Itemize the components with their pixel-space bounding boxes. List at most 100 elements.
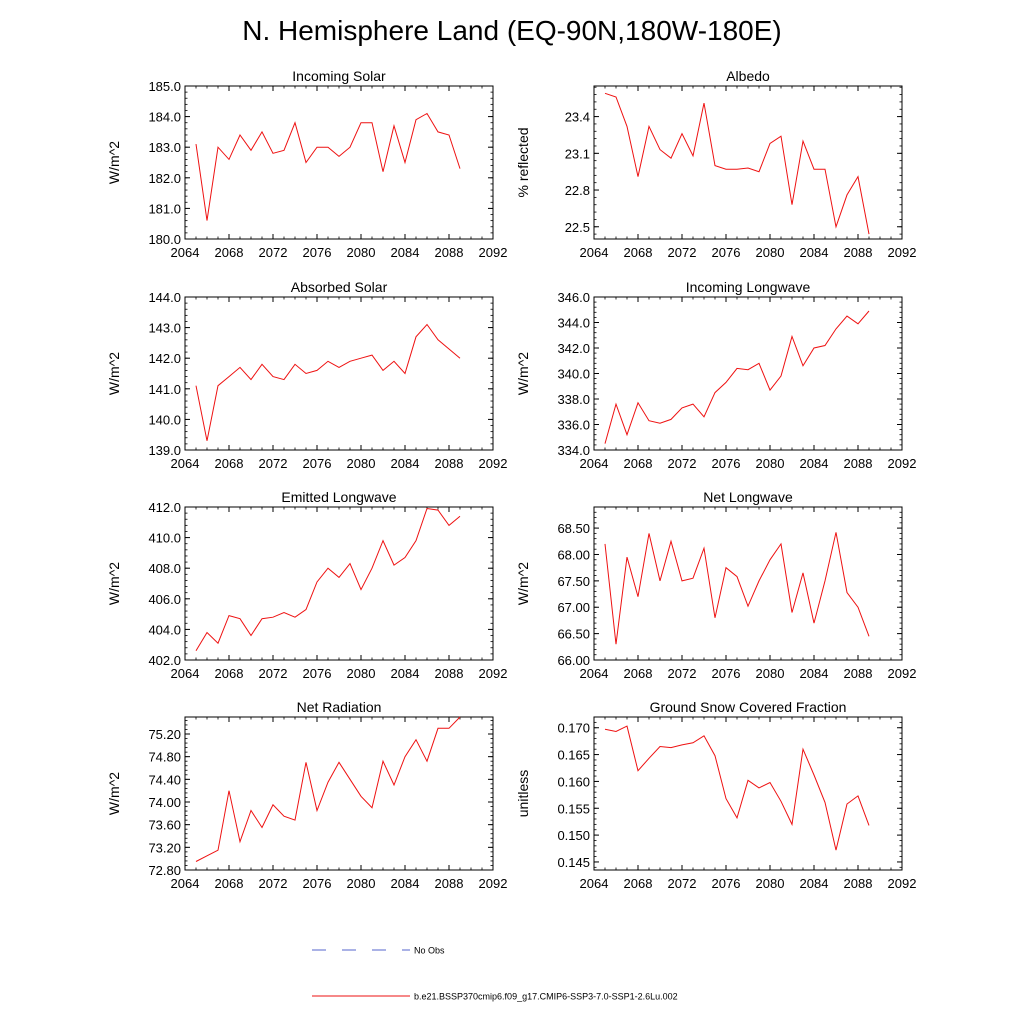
chart-title: Net Longwave: [703, 489, 793, 505]
y-tick-label: 0.145: [557, 855, 590, 870]
y-tick-label: 144.0: [148, 290, 181, 305]
x-tick-label: 2072: [259, 876, 288, 891]
x-tick-label: 2076: [712, 876, 741, 891]
y-tick-label: 412.0: [148, 500, 181, 515]
x-tick-label: 2064: [171, 666, 200, 681]
y-tick-label: 410.0: [148, 531, 181, 546]
y-tick-label: 142.0: [148, 351, 181, 366]
chart-title: Ground Snow Covered Fraction: [650, 699, 847, 715]
plot-frame: [184, 716, 494, 871]
y-tick-label: 143.0: [148, 321, 181, 336]
x-tick-label: 2092: [479, 666, 508, 681]
x-tick-label: 2072: [668, 666, 697, 681]
x-tick-label: 2084: [391, 245, 420, 260]
chart-panel: Incoming Longwave W/m^2 2064 2068 2072 2076 20…: [515, 279, 916, 471]
x-tick-label: 2088: [435, 876, 464, 891]
x-tick-label: 2068: [215, 876, 244, 891]
y-tick-label: 23.1: [565, 146, 590, 161]
x-tick-label: 2092: [888, 456, 917, 471]
y-tick-label: 0.155: [557, 801, 590, 816]
y-tick-label: 0.165: [557, 748, 590, 763]
x-tick-label: 2092: [479, 245, 508, 260]
x-tick-label: 2068: [215, 245, 244, 260]
x-tick-label: 2084: [391, 666, 420, 681]
x-tick-label: 2072: [259, 245, 288, 260]
y-axis-label: W/m^2: [106, 562, 122, 605]
y-tick-label: 342.0: [557, 341, 590, 356]
y-tick-label: 74.80: [148, 750, 181, 765]
y-axis-label: W/m^2: [106, 141, 122, 184]
y-tick-label: 346.0: [557, 290, 590, 305]
x-tick-label: 2080: [347, 666, 376, 681]
x-tick-label: 2076: [303, 666, 332, 681]
x-tick-label: 2076: [712, 456, 741, 471]
series-line: [604, 725, 870, 851]
y-axis-label: W/m^2: [106, 352, 122, 395]
y-tick-label: 139.0: [148, 443, 181, 458]
chart-panel: Net Longwave W/m^2 2064 2068 2072 2076 2080 208…: [515, 489, 916, 681]
x-tick-label: 2064: [171, 876, 200, 891]
x-tick-label: 2064: [171, 245, 200, 260]
y-tick-label: 66.50: [557, 627, 590, 642]
panels: Incoming Solar W/m^2 2064 2068 2072 2076 2080 2…: [106, 68, 916, 891]
series-line: [195, 112, 461, 221]
x-tick-label: 2076: [303, 456, 332, 471]
x-tick-label: 2064: [580, 666, 609, 681]
y-tick-label: 340.0: [557, 367, 590, 382]
y-tick-label: 184.0: [148, 110, 181, 125]
plot-frame: [184, 85, 494, 240]
y-tick-label: 338.0: [557, 392, 590, 407]
y-tick-label: 140.0: [148, 412, 181, 427]
x-tick-label: 2068: [215, 666, 244, 681]
legend-obs-label: No Obs: [414, 946, 445, 956]
y-tick-label: 344.0: [557, 316, 590, 331]
x-tick-label: 2092: [888, 245, 917, 260]
x-tick-label: 2064: [580, 245, 609, 260]
y-tick-label: 22.8: [565, 183, 590, 198]
chart-title: Incoming Solar: [292, 68, 386, 84]
chart-panel: Absorbed Solar W/m^2 2064 2068 2072 2076 2080 2…: [106, 279, 507, 471]
y-tick-label: 68.50: [557, 521, 590, 536]
x-tick-label: 2080: [347, 876, 376, 891]
x-tick-label: 2068: [624, 456, 653, 471]
x-tick-label: 2088: [844, 245, 873, 260]
y-tick-label: 72.80: [148, 863, 181, 878]
y-tick-label: 183.0: [148, 140, 181, 155]
plot-frame: [184, 506, 494, 661]
y-tick-label: 182.0: [148, 171, 181, 186]
x-tick-label: 2092: [479, 876, 508, 891]
x-tick-label: 2064: [580, 876, 609, 891]
y-tick-label: 336.0: [557, 418, 590, 433]
plot-frame: [593, 296, 903, 451]
y-tick-label: 404.0: [148, 622, 181, 637]
x-tick-label: 2076: [303, 245, 332, 260]
series-line: [195, 323, 461, 441]
chart-title: Emitted Longwave: [281, 489, 396, 505]
x-tick-label: 2084: [800, 456, 829, 471]
x-tick-label: 2068: [624, 876, 653, 891]
y-tick-label: 67.00: [557, 600, 590, 615]
y-tick-label: 75.20: [148, 727, 181, 742]
x-tick-label: 2068: [624, 666, 653, 681]
chart-title: Net Radiation: [297, 699, 382, 715]
x-tick-label: 2084: [391, 876, 420, 891]
y-axis-label: W/m^2: [106, 772, 122, 815]
x-tick-label: 2072: [259, 456, 288, 471]
y-tick-label: 181.0: [148, 201, 181, 216]
y-axis-label: W/m^2: [515, 562, 531, 605]
chart-title: Incoming Longwave: [686, 279, 811, 295]
y-tick-label: 74.40: [148, 772, 181, 787]
x-tick-label: 2088: [844, 456, 873, 471]
y-tick-label: 180.0: [148, 232, 181, 247]
x-tick-label: 2084: [391, 456, 420, 471]
x-tick-label: 2088: [435, 456, 464, 471]
y-tick-label: 0.170: [557, 721, 590, 736]
chart-panel: Net Radiation W/m^2 2064 2068 2072 2076 2080 20…: [106, 699, 507, 891]
y-axis-label: W/m^2: [515, 352, 531, 395]
y-tick-label: 185.0: [148, 79, 181, 94]
series-line: [604, 532, 870, 645]
x-tick-label: 2064: [171, 456, 200, 471]
y-tick-label: 73.60: [148, 818, 181, 833]
x-tick-label: 2080: [347, 245, 376, 260]
x-tick-label: 2092: [888, 666, 917, 681]
